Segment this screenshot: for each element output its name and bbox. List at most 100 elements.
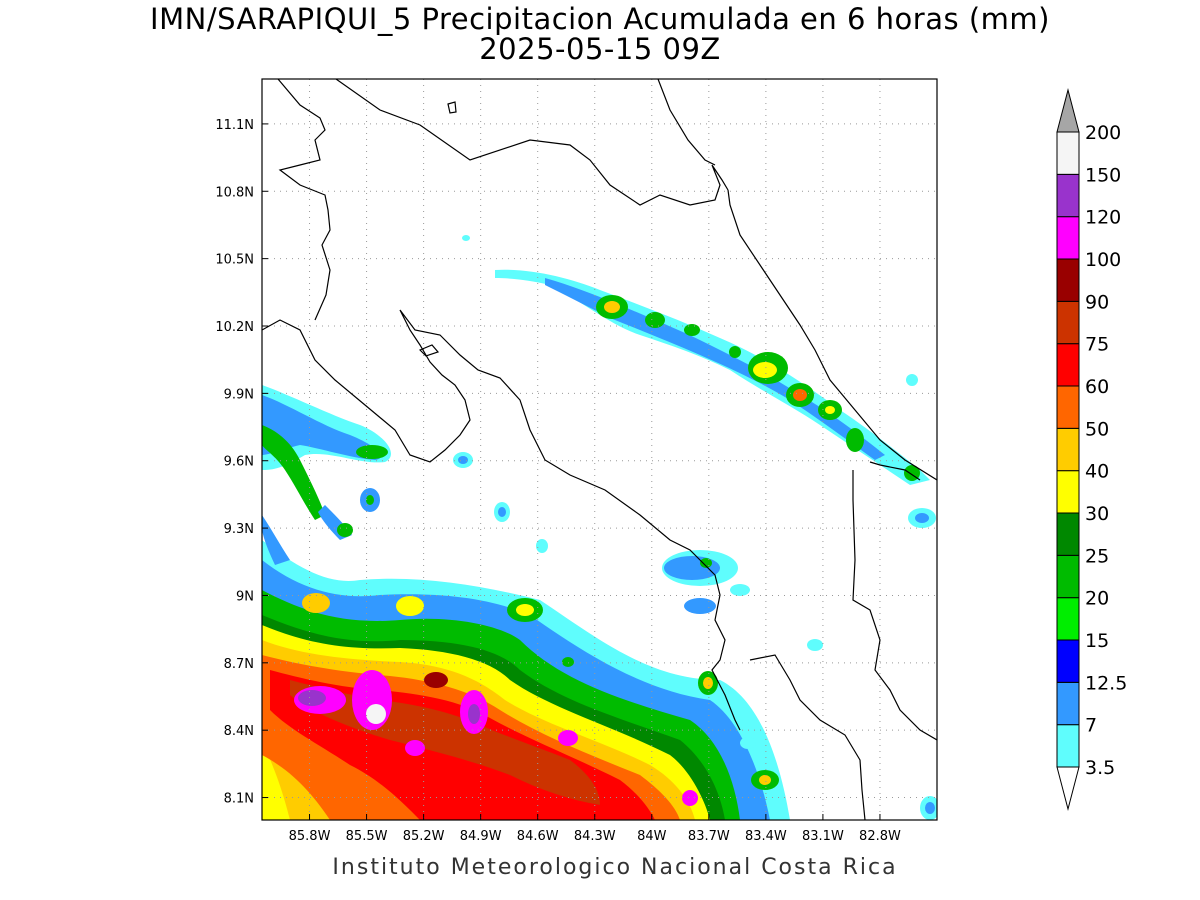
rain-cell [807, 639, 823, 651]
lat-tick-label: 8.7N [224, 657, 254, 672]
institution-credit: Instituto Meteorologico Nacional Costa R… [332, 855, 898, 880]
rain-core [405, 740, 425, 756]
colorbar-segment [1056, 639, 1080, 683]
rain-cell [302, 593, 330, 613]
rain-band-nicoya [262, 425, 325, 520]
colorbar-segment [1056, 554, 1080, 599]
rain-cell [740, 737, 756, 749]
rain-cell [825, 406, 835, 414]
colorbar-segment [1056, 216, 1080, 260]
rain-cell [664, 556, 720, 580]
rain-cell [516, 604, 534, 616]
colorbar-label: 15 [1085, 630, 1109, 652]
colorbar-label: 25 [1085, 545, 1109, 567]
nicaragua-pacific-coast [277, 79, 331, 321]
lon-tick-label: 83.4W [745, 829, 787, 844]
lat-tick-label: 8.4N [224, 724, 254, 739]
lat-tick-label: 9N [236, 589, 254, 604]
colorbar-label: 150 [1085, 164, 1121, 186]
lat-tick-label: 10.5N [215, 253, 254, 268]
rain-cell [684, 324, 700, 336]
nicaragua-border [335, 79, 729, 206]
colorbar-segment [1056, 385, 1080, 429]
rain-cell [906, 374, 918, 386]
lon-tick-label: 85.2W [403, 829, 445, 844]
colorbar-segment [1056, 173, 1080, 218]
lon-tick-label: 85.8W [289, 829, 331, 844]
map-frame [261, 78, 938, 821]
colorbar-bottom-arrow [1056, 766, 1080, 811]
rain-cell [793, 389, 807, 401]
rain-cell [396, 596, 424, 616]
rain-cell [536, 539, 548, 553]
colorbar-label: 120 [1085, 207, 1121, 229]
rain-cell [366, 495, 374, 505]
rain-core [468, 704, 480, 724]
rain-cell [684, 598, 716, 614]
rain-core [298, 690, 326, 706]
colorbar-label: 75 [1085, 334, 1109, 356]
lon-tick-label: 85.5W [346, 829, 388, 844]
panama-border [852, 470, 937, 741]
colorbar-top-arrow [1056, 88, 1080, 133]
colorbar-segment [1056, 470, 1080, 514]
rain-cell [604, 301, 620, 313]
central-pacific-coast [699, 559, 741, 731]
rain-cell [730, 584, 750, 596]
rain-cell [462, 235, 470, 241]
lon-tick-label: 83.1W [802, 829, 844, 844]
colorbar-label: 20 [1085, 588, 1109, 610]
colorbar-segment [1056, 300, 1080, 345]
lat-tick-label: 9.6N [224, 455, 254, 470]
lon-tick-label: 82.8W [859, 829, 901, 844]
longitude-axis: 85.8W 85.5W 85.2W 84.9W 84.6W 84.3W 84W 83.7W 83… [289, 814, 901, 844]
colorbar-segment [1056, 724, 1080, 768]
colorbar: 3.5 7 12.5 15 20 25 30 40 50 60 75 90 100 120 150 200 [1056, 88, 1127, 811]
lat-tick-label: 9.3N [224, 522, 254, 537]
rain-cell [759, 775, 771, 785]
map-title: IMN/SARAPIQUI_5 Precipitacion Acumulada … [150, 2, 1050, 36]
colorbar-label: 12.5 [1085, 672, 1127, 694]
colorbar-label: 3.5 [1085, 757, 1115, 779]
rain-cell [925, 802, 935, 814]
rain-cell [498, 507, 506, 517]
rain-cell [753, 362, 777, 378]
rain-band-caribbean [495, 269, 930, 485]
colorbar-label: 7 [1085, 715, 1097, 737]
colorbar-segment [1056, 258, 1080, 302]
colorbar-label: 50 [1085, 418, 1109, 440]
colorbar-segment [1056, 343, 1080, 387]
colorbar-segment [1056, 597, 1080, 641]
lat-tick-label: 10.8N [215, 185, 254, 200]
colorbar-label: 60 [1085, 376, 1109, 398]
rain-cell [915, 513, 929, 523]
lon-tick-label: 84.6W [517, 829, 559, 844]
rain-core [682, 790, 698, 806]
burica [869, 461, 921, 481]
colorbar-segment [1056, 512, 1080, 556]
lat-tick-label: 10.2N [215, 320, 254, 335]
rain-core [558, 730, 578, 746]
colorbar-label: 100 [1085, 249, 1121, 271]
colorbar-segment [1056, 131, 1080, 175]
rain-band-nicoya [262, 395, 381, 460]
map-subtitle: 2025-05-15 09Z [479, 32, 721, 66]
rain-cell [645, 312, 665, 328]
rain-cell [562, 657, 574, 667]
rain-cell [729, 346, 741, 358]
colorbar-label: 90 [1085, 291, 1109, 313]
rain-band-caribbean [545, 278, 885, 460]
colorbar-segment [1056, 681, 1080, 726]
lon-tick-label: 84W [637, 829, 667, 844]
rain-cell [458, 456, 468, 464]
rain-band-nicoya [262, 515, 290, 565]
caribbean-coast [657, 79, 937, 481]
nicoya-coast [262, 309, 701, 561]
small-island [447, 101, 457, 114]
lat-tick-label: 9.9N [224, 387, 254, 402]
colorbar-label: 30 [1085, 503, 1109, 525]
colorbar-label: 200 [1085, 122, 1121, 144]
rain-cell [337, 523, 353, 537]
latitude-axis: 11.1N 10.8N 10.5N 10.2N 9.9N 9.6N 9.3N 9N 8.7N 8.… [215, 118, 268, 807]
